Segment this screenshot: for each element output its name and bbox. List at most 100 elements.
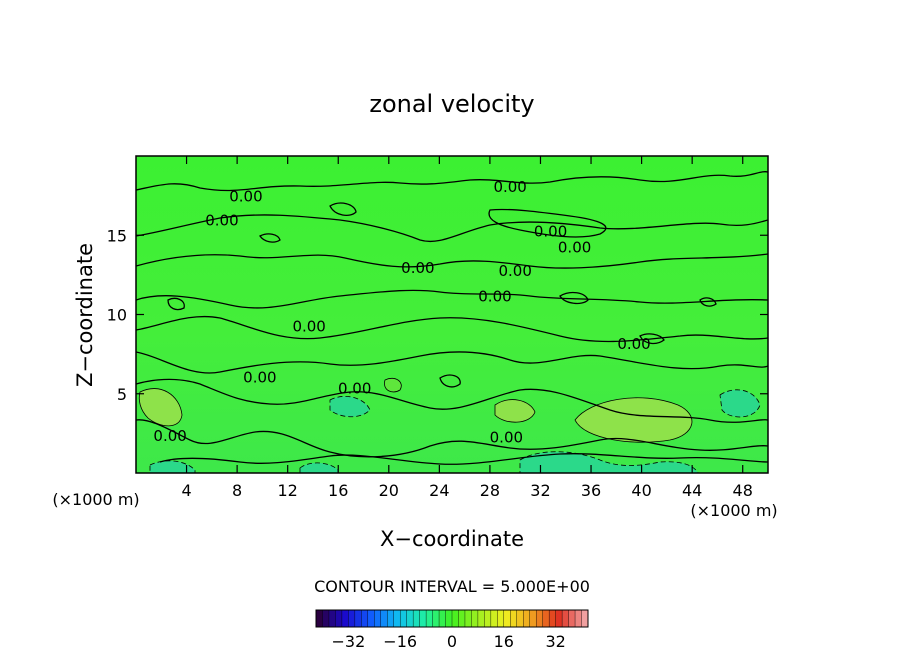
colorbar-tick-label: 0 <box>447 632 457 651</box>
x-tick-label: 28 <box>480 481 500 500</box>
y-axis-ticks: 5 10 15 <box>107 226 768 404</box>
contour-line <box>639 333 665 345</box>
contour-line <box>136 253 768 269</box>
colorbar-cell <box>561 609 570 628</box>
positive-patches <box>138 377 693 443</box>
x-tick-label: 16 <box>328 481 348 500</box>
colorbar-cell <box>497 609 505 628</box>
colorbar-cell <box>451 609 459 628</box>
contour-label: 0.00 <box>478 287 511 305</box>
contour-line <box>259 233 281 243</box>
x-tick-label: 40 <box>631 481 651 500</box>
contour-line <box>167 297 185 311</box>
x-axis-label: X−coordinate <box>380 527 524 551</box>
colorbar-ticks: −32 −16 0 16 32 <box>331 632 565 651</box>
colorbar-cell <box>315 609 323 628</box>
x-tick-label: 24 <box>429 481 449 500</box>
negative-patches <box>149 389 761 473</box>
contour-label: 0.00 <box>338 379 371 397</box>
colorbar-tick-label: −32 <box>331 632 365 651</box>
negative-patch <box>519 451 699 473</box>
contour-label: 0.00 <box>558 238 591 256</box>
contour-line <box>159 453 768 465</box>
colorbar-cell <box>399 609 408 628</box>
colorbar-cell <box>367 609 375 628</box>
colorbar-tick-label: 16 <box>494 632 514 651</box>
contour-line <box>699 297 717 307</box>
colorbar-cell <box>516 609 524 628</box>
colorbar-cell <box>548 609 557 628</box>
contour-line <box>136 378 768 423</box>
colorbar-cell <box>432 609 440 628</box>
colorbar-cell <box>445 609 453 628</box>
contour-line <box>559 291 589 305</box>
colorbar-cell <box>361 609 369 628</box>
contour-label: 0.00 <box>493 178 526 196</box>
colorbar-cell <box>328 609 336 628</box>
x-tick-label: 48 <box>733 481 753 500</box>
colorbar-cell <box>477 609 485 628</box>
contour-line <box>136 289 768 309</box>
colorbar-cell <box>322 609 330 628</box>
colorbar-cell <box>425 609 434 628</box>
colorbar <box>315 609 589 628</box>
contour-label: 0.00 <box>243 368 276 386</box>
x-tick-label: 8 <box>232 481 242 500</box>
x-unit-left: (×1000 m) <box>52 490 139 509</box>
contour-label: 0.00 <box>490 429 523 447</box>
contour-label: 0.00 <box>617 335 650 353</box>
positive-patch <box>494 399 536 423</box>
colorbar-cell <box>542 609 550 628</box>
colorbar-cell <box>419 609 427 628</box>
colorbar-cell <box>380 609 388 628</box>
colorbar-cell <box>510 609 518 628</box>
colorbar-cell <box>503 609 511 628</box>
y-tick-label: 5 <box>117 385 127 404</box>
chart-title: zonal velocity <box>369 90 534 118</box>
contour-label: 0.00 <box>534 222 567 240</box>
colorbar-tick-label: 32 <box>545 632 565 651</box>
contour-line <box>488 208 607 238</box>
x-tick-label: 20 <box>379 481 399 500</box>
colorbar-cell <box>374 609 382 628</box>
colorbar-cell <box>438 609 447 628</box>
contour-labels: 0.000.000.000.000.000.00 0.000.000.000.00… <box>153 178 650 447</box>
colorbar-cell <box>471 609 479 628</box>
negative-patch <box>149 460 196 473</box>
contour-line <box>329 202 357 217</box>
colorbar-cell <box>341 609 349 628</box>
contour-line <box>136 351 768 374</box>
colorbar-cell <box>574 609 583 628</box>
contour-label: 0.00 <box>229 188 262 206</box>
negative-patch <box>299 462 339 473</box>
colorbar-cell <box>393 609 401 628</box>
y-tick-label: 10 <box>107 306 127 325</box>
colorbar-cell <box>568 609 576 628</box>
x-axis-ticks: 4 8 12 16 20 24 28 32 36 40 44 48 <box>181 156 753 500</box>
contour-line <box>136 315 768 343</box>
colorbar-tick-label: −16 <box>383 632 417 651</box>
colorbar-cell <box>464 609 472 628</box>
colorbar-cell <box>523 609 531 628</box>
x-tick-label: 4 <box>181 481 191 500</box>
x-unit-right: (×1000 m) <box>690 501 777 520</box>
colorbar-cell <box>458 609 466 628</box>
contour-label: 0.00 <box>498 262 531 280</box>
negative-patch <box>719 389 761 418</box>
colorbar-cell <box>535 609 544 628</box>
colorbar-cell <box>529 609 537 628</box>
colorbar-frame <box>315 609 589 628</box>
x-tick-label: 12 <box>278 481 298 500</box>
x-tick-label: 44 <box>682 481 702 500</box>
colorbar-cell <box>406 609 414 628</box>
colorbar-cell <box>484 609 492 628</box>
y-axis-label: Z−coordinate <box>73 243 97 387</box>
plot-area: 0.000.000.000.000.000.00 0.000.000.000.00… <box>136 156 768 473</box>
contour-line <box>439 374 461 388</box>
y-tick-label: 15 <box>107 226 127 245</box>
zero-contours <box>136 171 768 465</box>
colorbar-cell <box>348 609 356 628</box>
negative-patch <box>329 396 371 418</box>
contour-label: 0.00 <box>205 211 238 229</box>
